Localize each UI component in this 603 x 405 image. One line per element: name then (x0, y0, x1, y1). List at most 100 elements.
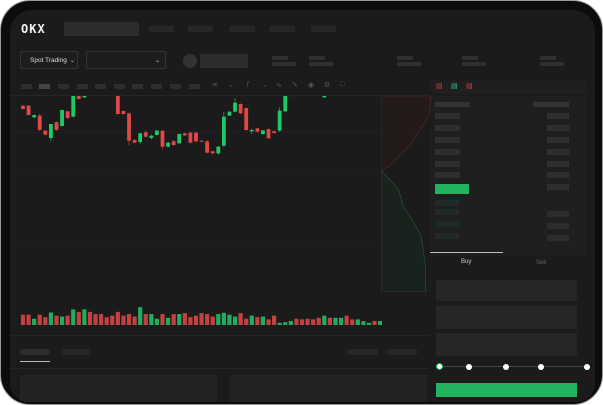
volume-bar (288, 320, 293, 325)
volume-bar (294, 318, 299, 325)
nav-item[interactable] (311, 26, 336, 32)
settings-icon[interactable]: ⚙ (324, 82, 331, 89)
candle-body (54, 122, 59, 130)
camera-icon[interactable]: ◉ (308, 82, 315, 89)
volume-bar (350, 319, 355, 325)
candle-body (155, 130, 159, 135)
divider (10, 95, 430, 96)
ask-amount (547, 125, 569, 131)
candle-body (132, 140, 137, 143)
timeframe-button[interactable] (132, 84, 143, 89)
candle-body (60, 110, 64, 126)
timeframe-button[interactable] (39, 84, 50, 89)
tab-buy[interactable]: Buy (461, 259, 472, 265)
ask-amount (547, 161, 569, 167)
volume-bar (87, 311, 93, 325)
timeframe-button[interactable] (114, 84, 125, 89)
slider-step-50[interactable] (503, 364, 509, 370)
chevron-down-icon[interactable]: ⌄ (228, 82, 234, 89)
app-screen: OKX Spot Trading ⌄ ⌄ ≋ ⌄ ƒ ⌄ ∿ ✎ ◉ ⚙ □ ▤… (10, 10, 595, 402)
volume-bar (115, 311, 120, 325)
candle-body (121, 111, 126, 114)
line-icon[interactable]: ∿ (276, 82, 282, 89)
candle-type-icon[interactable]: ≋ (212, 82, 218, 89)
volume-bar (154, 318, 160, 325)
ruler-icon[interactable]: ✎ (292, 82, 298, 89)
nav-item[interactable] (188, 26, 213, 32)
candle-body (221, 116, 226, 146)
bid-amount (547, 223, 569, 229)
volume-bar (327, 317, 332, 325)
volume-bar (227, 314, 232, 325)
orderbook-asks-icon[interactable]: ▤ (466, 83, 473, 90)
volume-bar (372, 320, 377, 325)
volume-bar (26, 314, 31, 325)
ask-price (435, 161, 460, 167)
timeframe-button[interactable] (21, 84, 32, 89)
candle-body (138, 133, 143, 142)
stat-label (272, 56, 288, 60)
slider-step-100[interactable] (584, 364, 590, 370)
volume-bar (305, 318, 310, 325)
search-bar[interactable] (64, 22, 139, 36)
indicator-icon[interactable]: ƒ (246, 81, 250, 88)
slider-handle[interactable] (436, 363, 443, 370)
ask-amount (547, 184, 569, 190)
candle-body (82, 96, 87, 98)
candle-body (43, 130, 48, 135)
orderbook-both-icon[interactable]: ▤ (436, 83, 443, 90)
ask-amount (547, 172, 569, 178)
candlestick-chart[interactable] (10, 96, 382, 336)
total-input[interactable] (436, 333, 577, 356)
divider (10, 368, 430, 369)
depth-chart (381, 96, 431, 292)
stat-value (309, 62, 333, 66)
tab-sell[interactable]: Sell (536, 260, 547, 266)
candle-body (210, 151, 215, 154)
candle-body (166, 142, 170, 147)
slider-step-25[interactable] (466, 364, 472, 370)
timeframe-button[interactable] (77, 84, 88, 89)
tab-open-orders[interactable] (20, 349, 50, 355)
orderbook-bids-icon[interactable]: ▤ (451, 83, 458, 90)
volume-bar (205, 314, 210, 325)
volume-bar (311, 319, 316, 325)
volume-bar (316, 317, 321, 325)
stat-value (462, 62, 486, 66)
fullscreen-icon[interactable]: □ (340, 81, 345, 88)
chevron-down-icon[interactable]: ⌄ (262, 82, 268, 89)
slider-step-75[interactable] (538, 364, 544, 370)
timeframe-button[interactable] (58, 84, 69, 89)
tab-order-history[interactable] (61, 349, 91, 355)
candle-body (188, 132, 193, 143)
filter-control[interactable] (348, 349, 378, 355)
stat-label (397, 56, 413, 60)
nav-item[interactable] (230, 26, 255, 32)
price-input[interactable] (436, 280, 577, 301)
stat-label (540, 56, 556, 60)
timeframe-button[interactable] (170, 84, 181, 89)
volume-bar (37, 314, 42, 325)
timeframe-button[interactable] (95, 84, 106, 89)
volume-bar (238, 313, 243, 325)
ask-price (435, 149, 460, 155)
bid-price (435, 200, 459, 206)
okx-logo[interactable]: OKX (21, 22, 46, 36)
nav-item[interactable] (270, 26, 295, 32)
volume-bar (249, 315, 254, 325)
pair-dropdown[interactable]: ⌄ (86, 51, 166, 69)
volume-bar (132, 316, 137, 325)
volume-bar (165, 317, 171, 325)
volume-bar (76, 311, 81, 325)
candle-body (283, 96, 288, 112)
amount-slider-track[interactable] (440, 366, 587, 367)
bid-price (435, 209, 459, 215)
market-type-dropdown[interactable]: Spot Trading ⌄ (20, 51, 78, 69)
timeframe-button[interactable] (189, 84, 200, 89)
amount-input[interactable] (436, 306, 577, 329)
buy-submit-button[interactable] (436, 383, 577, 397)
filter-control[interactable] (387, 349, 417, 355)
timeframe-button[interactable] (151, 84, 162, 89)
nav-item[interactable] (149, 26, 174, 32)
volume-bar (366, 322, 372, 325)
